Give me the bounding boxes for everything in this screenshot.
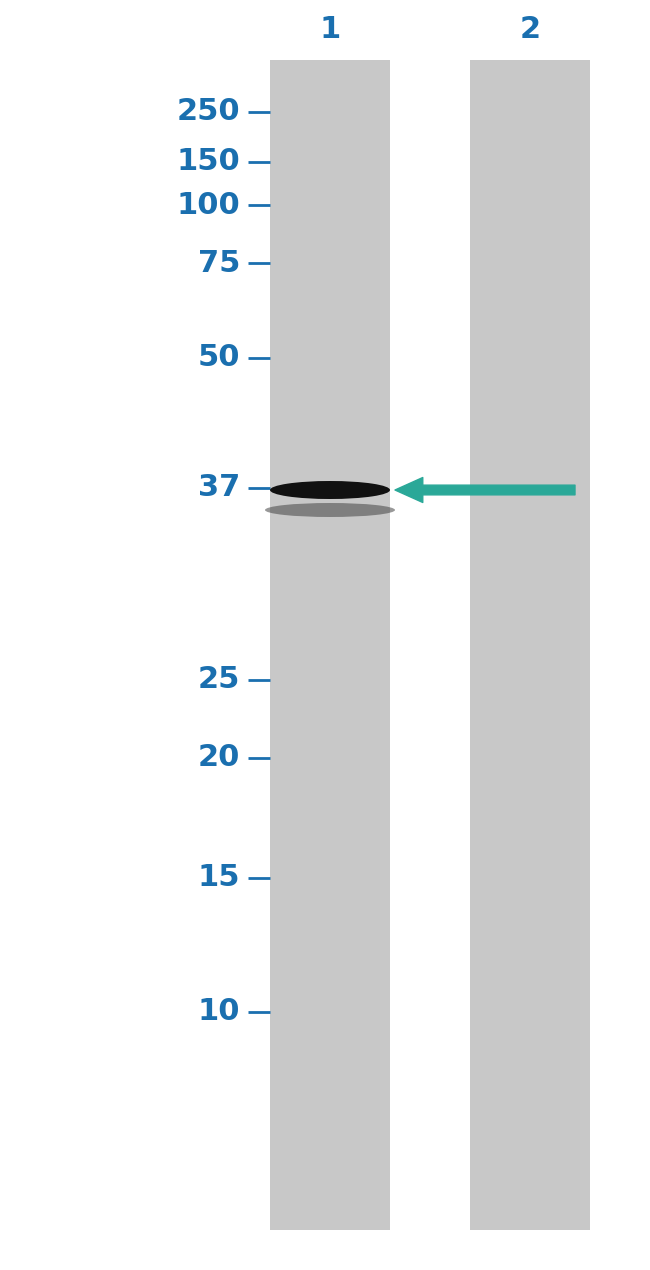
Text: 20: 20 <box>198 743 240 772</box>
Text: 250: 250 <box>176 98 240 127</box>
Text: 150: 150 <box>176 147 240 177</box>
Ellipse shape <box>270 481 390 499</box>
Text: 37: 37 <box>198 474 240 503</box>
Text: 75: 75 <box>198 249 240 278</box>
Text: 25: 25 <box>198 665 240 695</box>
Text: 15: 15 <box>198 864 240 893</box>
Text: 10: 10 <box>198 997 240 1026</box>
Text: 1: 1 <box>319 15 341 44</box>
Ellipse shape <box>265 503 395 517</box>
Bar <box>470 60 590 1231</box>
Text: 50: 50 <box>198 343 240 372</box>
Text: 100: 100 <box>176 190 240 220</box>
Text: 2: 2 <box>519 15 541 44</box>
Bar <box>270 60 390 1231</box>
